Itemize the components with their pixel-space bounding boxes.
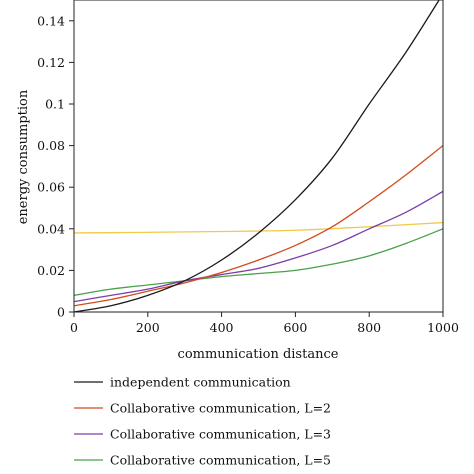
axes: 0 200 400 600 800 1000 0 0.02 0.04 0.06 0.08 0.1 0.1… — [37, 0, 459, 335]
series-line-5 — [74, 221, 443, 234]
legend: independent communication Collaborative c… — [74, 375, 331, 468]
legend-label-2: Collaborative communication, L=2 — [110, 401, 331, 416]
legend-label-1: independent communication — [110, 375, 291, 390]
plot-frame — [73, 0, 444, 313]
y-axis-label: energy consumption — [16, 89, 31, 224]
y-tick-label: 0.08 — [37, 138, 65, 153]
series-line-4 — [74, 228, 443, 297]
x-tick-label: 600 — [283, 320, 307, 335]
y-tick-label: 0 — [57, 305, 65, 320]
series-line-1 — [74, 0, 440, 312]
plot-area — [74, 0, 443, 312]
x-tick-label: 1000 — [427, 320, 459, 335]
y-tick-label: 0.12 — [37, 55, 65, 70]
x-tick-label: 200 — [136, 320, 160, 335]
legend-label-4: Collaborative communication, L=5 — [110, 453, 331, 468]
x-tick-label: 400 — [210, 320, 234, 335]
y-tick-label: 0.14 — [37, 13, 65, 28]
y-tick-label: 0.1 — [45, 97, 65, 112]
series-line-2 — [74, 145, 443, 307]
x-axis-label: communication distance — [178, 347, 339, 362]
legend-label-3: Collaborative communication, L=3 — [110, 427, 331, 442]
y-tick-label: 0.02 — [37, 263, 65, 278]
series-line-3 — [74, 190, 443, 303]
x-tick-label: 0 — [70, 320, 78, 335]
y-tick-label: 0.06 — [37, 180, 65, 195]
x-tick-label: 800 — [357, 320, 381, 335]
y-tick-label: 0.04 — [37, 221, 65, 236]
